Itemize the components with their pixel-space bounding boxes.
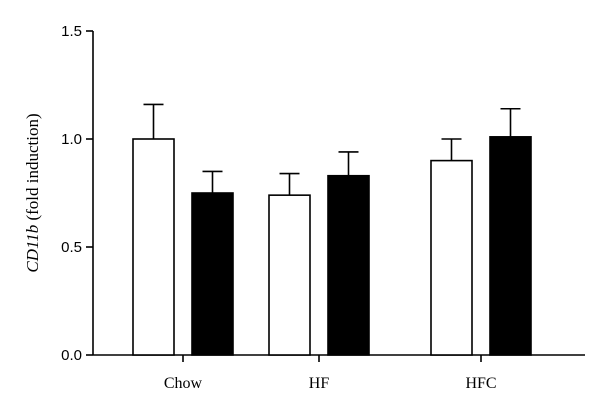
y-axis-title: CD11b (fold induction): [23, 113, 42, 272]
plot-area: 0.0 0.5 1.0 1.5 Chow HF HFC: [61, 23, 585, 392]
bar: [132, 138, 175, 356]
bar: [489, 136, 532, 356]
x-tick-label: Chow: [164, 375, 203, 392]
y-tick-label: 1.0: [61, 131, 82, 148]
y-tick-label: 1.5: [61, 23, 82, 40]
bar: [268, 194, 311, 356]
y-tick-label: 0.5: [61, 239, 82, 256]
y-axis-title-italic: CD11b: [23, 225, 42, 273]
bar: [430, 159, 473, 356]
bar: [327, 174, 370, 356]
x-tick-label: HFC: [465, 375, 496, 392]
y-axis-title-rest: (fold induction): [23, 113, 42, 224]
bar: [191, 192, 234, 356]
x-tick-label: HF: [309, 375, 330, 392]
y-tick-label: 0.0: [61, 347, 82, 364]
